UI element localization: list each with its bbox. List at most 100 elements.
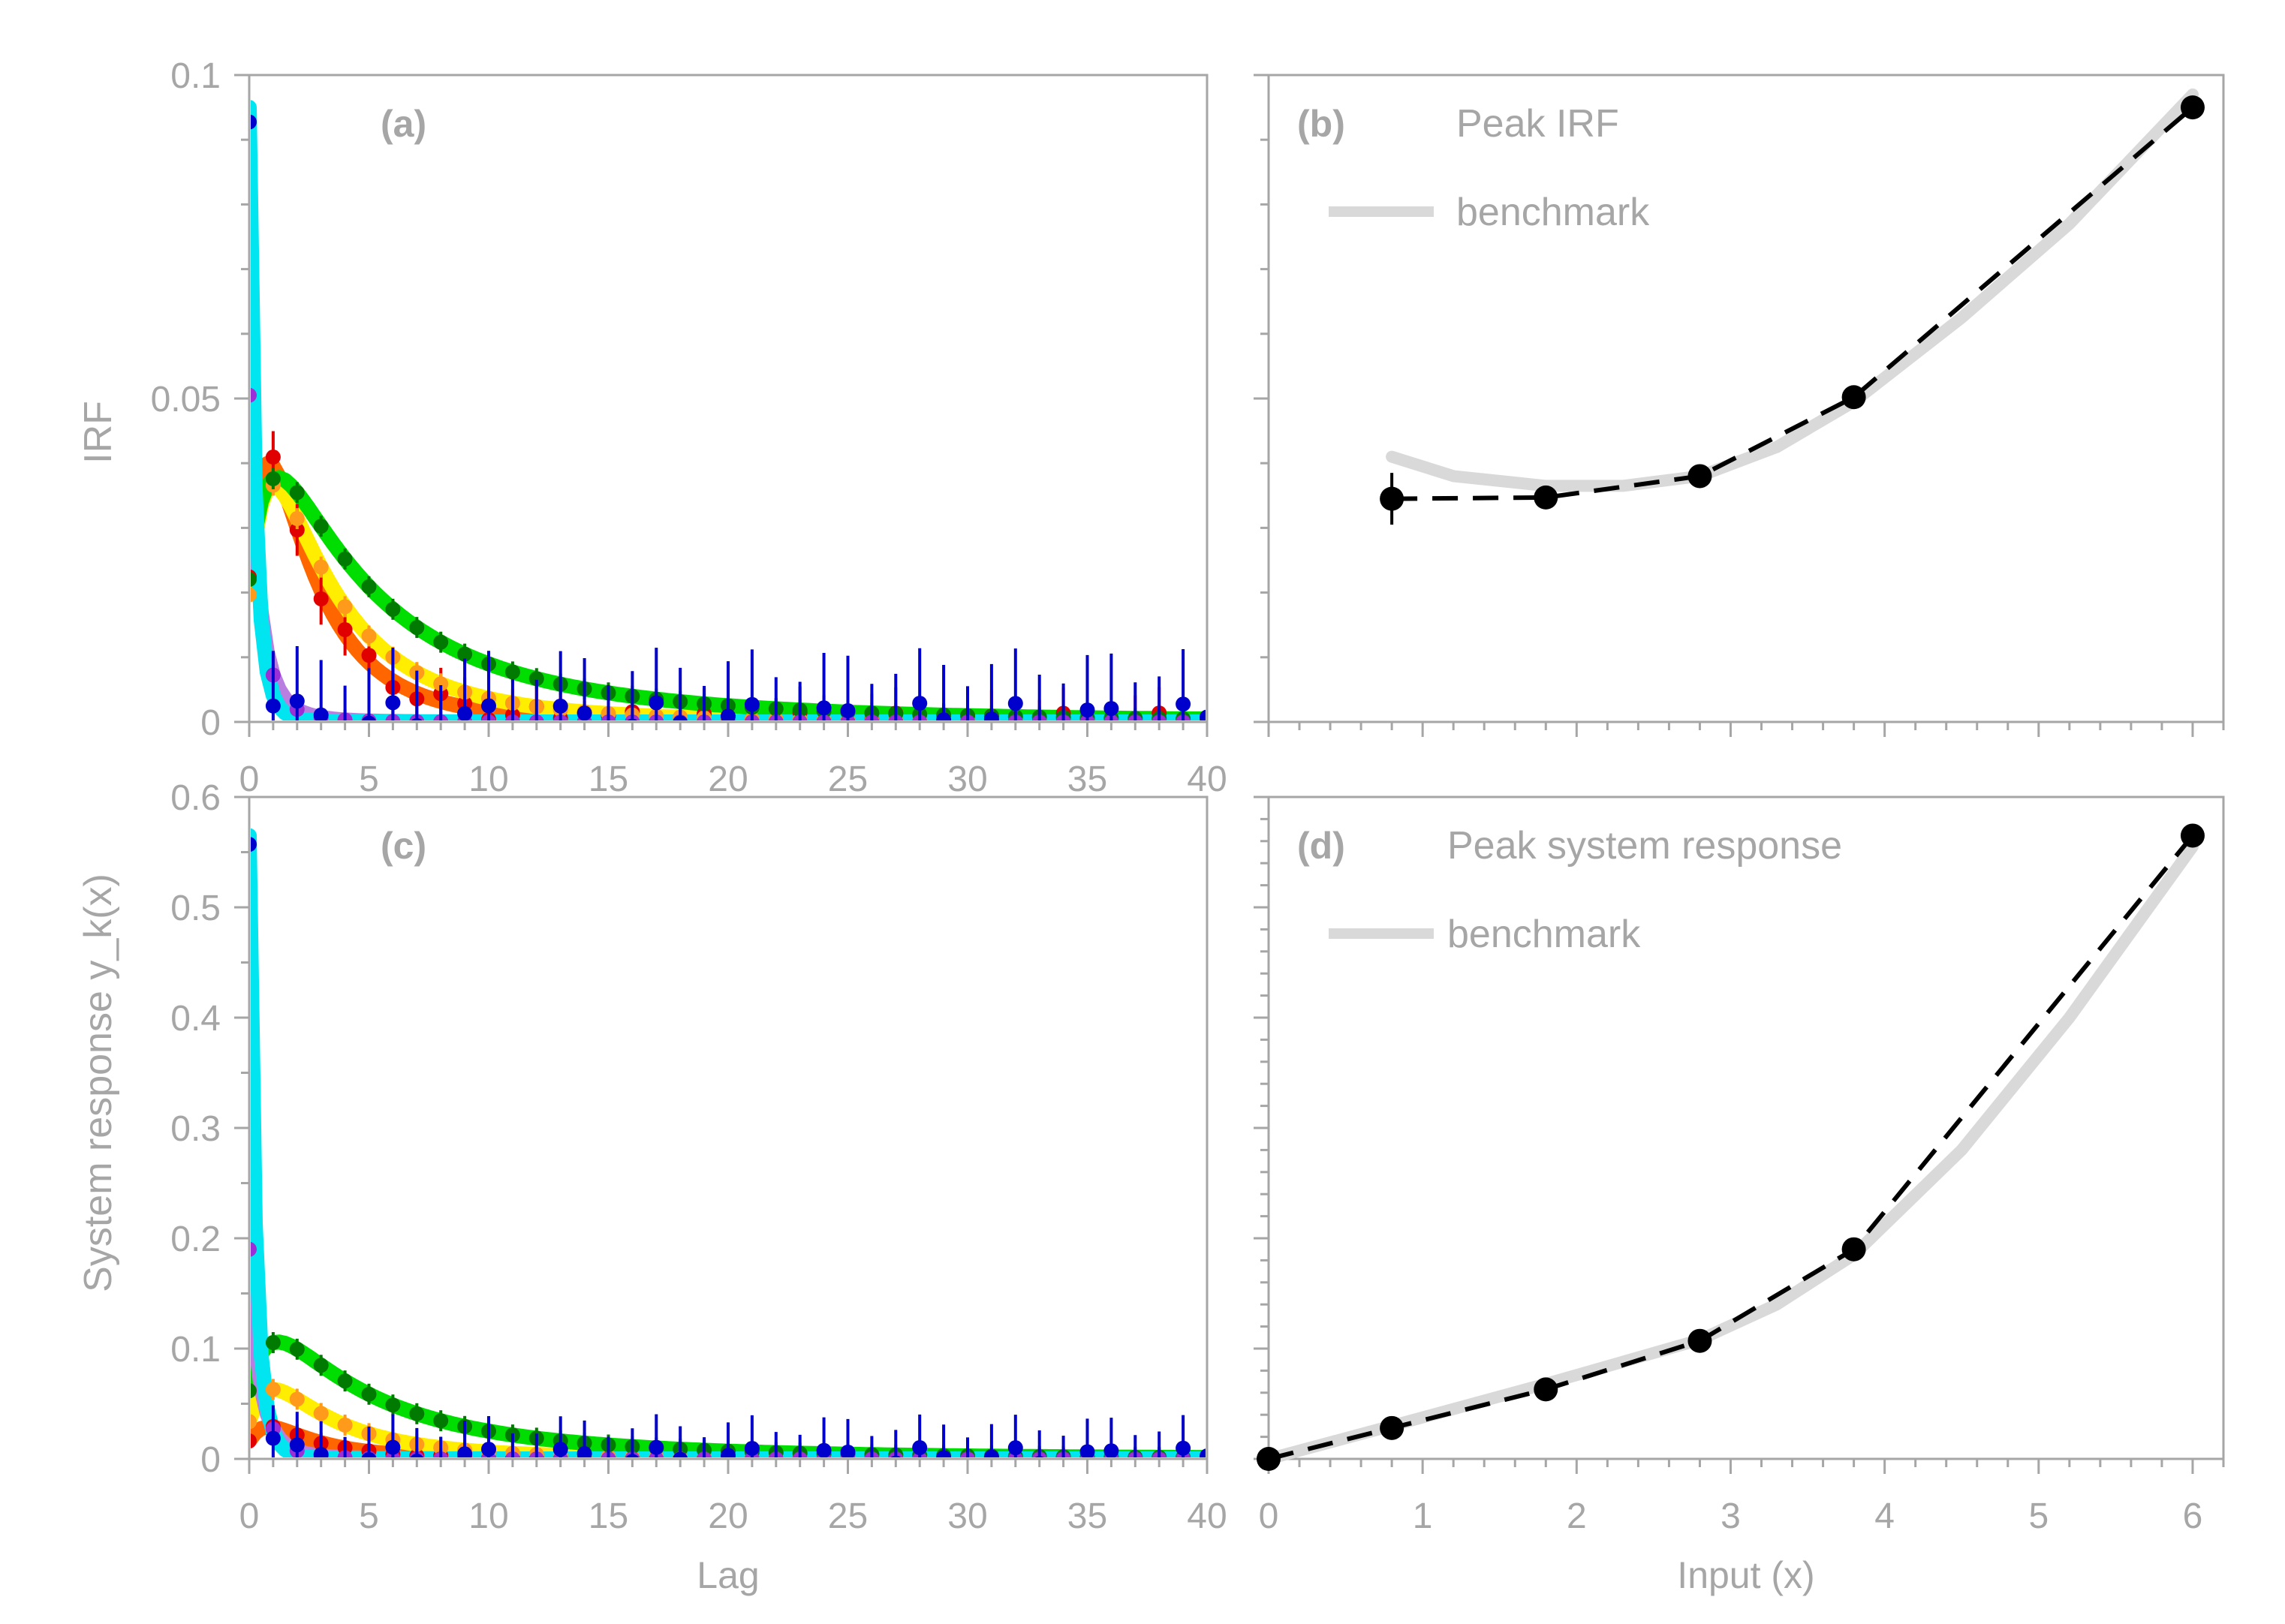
data-point	[1007, 696, 1023, 711]
data-point	[577, 1445, 592, 1457]
estimate-dashed-line	[1268, 834, 2195, 1461]
x-tick-label: 6	[2183, 1496, 2203, 1536]
data-point	[552, 698, 568, 714]
data-point	[481, 1442, 496, 1457]
data-point	[361, 628, 377, 644]
data-point	[251, 1241, 257, 1257]
data-point	[337, 1373, 353, 1389]
data-point	[983, 711, 999, 720]
estimate-point	[1534, 485, 1558, 510]
y-tick-label: 0.6	[170, 778, 221, 818]
data-point	[251, 1383, 257, 1398]
data-point	[313, 591, 329, 606]
data-point	[1079, 702, 1095, 718]
data-point	[251, 572, 257, 587]
data-point	[457, 1446, 473, 1457]
x-tick-label: 25	[828, 759, 868, 799]
panel-b: (b) Peak IRF benchmark	[1254, 74, 2225, 737]
y-tick-label: 0.4	[170, 999, 221, 1039]
data-point	[361, 1451, 377, 1457]
data-point	[251, 587, 257, 603]
plot-area	[251, 100, 1206, 748]
data-point	[265, 1335, 281, 1351]
data-point	[289, 1437, 305, 1453]
data-point	[289, 1341, 305, 1357]
data-point	[338, 733, 353, 748]
data-point	[289, 522, 305, 538]
y-tick-label: 0.1	[170, 1330, 221, 1370]
data-point	[673, 715, 688, 720]
x-tick-label: 5	[2028, 1496, 2049, 1536]
data-point	[912, 1439, 928, 1455]
x-tick-label: 35	[1067, 1496, 1107, 1536]
fit-curve-x6	[251, 100, 1206, 720]
plot-frame	[248, 795, 1209, 1460]
panel-d: 0 1 2 3 4 5 6 (d) Peak system response benchmark I…	[1254, 795, 2225, 1596]
data-point	[673, 1451, 688, 1457]
data-point	[433, 1413, 449, 1429]
y-tick-label: 0.2	[170, 1220, 221, 1259]
data-point	[1127, 730, 1142, 745]
data-point	[1152, 1457, 1167, 1472]
data-point	[289, 1391, 305, 1407]
estimate-point	[2180, 823, 2205, 848]
data-point	[983, 1449, 999, 1457]
data-point	[337, 551, 353, 567]
estimate-point	[1380, 1415, 1404, 1440]
benchmark-curve	[1263, 841, 2199, 1465]
data-point	[410, 1453, 424, 1457]
x-tick-label: 5	[359, 1496, 379, 1536]
data-point	[313, 1406, 329, 1421]
y-tick-label: 0.5	[170, 889, 221, 928]
x-tick-label: 2	[1567, 1496, 1587, 1536]
benchmark-curve	[1386, 88, 2199, 492]
panel-c: 0 5 10 15 20 25 30 35 40 0 0.1 0.2 0.3 0.4 0.5 0.6 (c) La…	[77, 778, 1227, 1596]
data-point	[251, 837, 257, 852]
estimate-point	[1841, 1237, 1866, 1262]
x-tick-label: 15	[589, 759, 628, 799]
x-tick-label: 25	[828, 1496, 868, 1536]
data-point	[697, 733, 712, 748]
data-point	[385, 1439, 401, 1455]
data-point	[251, 114, 257, 130]
data-point	[744, 696, 760, 712]
estimate-point	[1841, 385, 1866, 410]
x-tick-label: 15	[589, 1496, 628, 1536]
data-point	[361, 579, 377, 594]
x-tick-label: 30	[947, 759, 987, 799]
data-point	[289, 693, 305, 709]
data-point	[289, 485, 305, 501]
data-point	[337, 599, 353, 615]
x-tick-label: 10	[468, 759, 508, 799]
data-point	[1176, 1440, 1191, 1456]
data-point	[289, 511, 305, 527]
legend-label: benchmark	[1447, 913, 1641, 956]
data-point	[1007, 1440, 1023, 1456]
data-point	[1200, 709, 1206, 720]
data-point	[1103, 1443, 1119, 1457]
data-point	[433, 634, 449, 650]
data-point	[816, 700, 832, 716]
data-point	[744, 1440, 760, 1456]
data-point	[433, 732, 448, 747]
y-tick-label: 0.05	[151, 380, 221, 420]
data-point	[1176, 696, 1191, 712]
data-point	[1079, 1444, 1095, 1457]
x-tick-label: 0	[239, 1496, 260, 1536]
data-point	[411, 717, 423, 720]
plot-frame	[248, 74, 1209, 723]
y-axis-label: System response y_k(x)	[77, 874, 120, 1292]
y-tick-label: 0.1	[170, 56, 221, 96]
y-tick-label: 0	[200, 1440, 221, 1480]
x-tick-label: 35	[1067, 759, 1107, 799]
data-point	[265, 1430, 281, 1446]
x-axis-label: Lag	[697, 1554, 759, 1596]
data-point	[313, 707, 329, 720]
x-tick-label: 0	[239, 759, 260, 799]
x-tick-label: 4	[1874, 1496, 1895, 1536]
data-point	[361, 1386, 377, 1402]
estimate-point	[1687, 1328, 1712, 1353]
data-point	[890, 1455, 901, 1457]
data-point	[1034, 1456, 1044, 1457]
